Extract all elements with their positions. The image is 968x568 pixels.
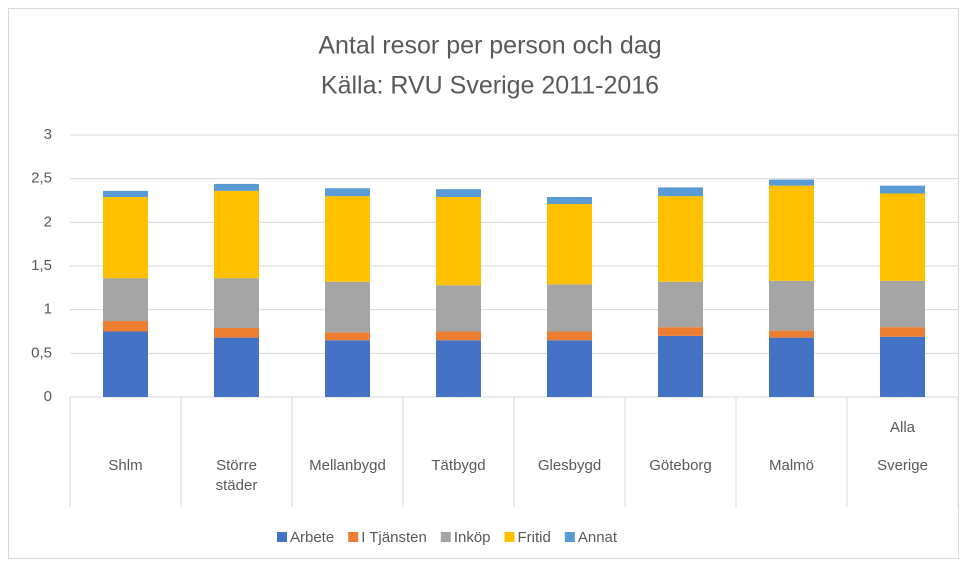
x-tick-label: Alla Sverige	[877, 419, 928, 474]
legend-swatch	[348, 532, 359, 542]
x-tick-label: Shlm	[108, 457, 142, 474]
legend-swatch	[440, 532, 451, 542]
bar-segment	[769, 337, 814, 397]
legend-label: Arbete	[290, 529, 334, 546]
chart-title: Antal resor per person och dag	[318, 32, 661, 60]
bar-segment	[103, 190, 148, 198]
bar-segment	[880, 185, 925, 194]
bar-segment	[103, 321, 148, 332]
x-tick-label: Malmö	[769, 457, 814, 474]
bar-segment	[547, 284, 592, 332]
bar-segment	[658, 187, 703, 197]
bar-segment	[325, 188, 370, 197]
y-tick-label: 2,5	[31, 170, 52, 187]
bar-segment	[214, 278, 259, 329]
bar-segment	[880, 280, 925, 328]
bar-segment	[436, 331, 481, 341]
bar-segment	[214, 328, 259, 338]
bar-segment	[547, 203, 592, 285]
y-tick-label: 0,5	[31, 344, 52, 361]
legend-swatch	[277, 532, 287, 542]
legend-label: Inköp	[454, 529, 491, 546]
bar-segment	[214, 190, 259, 279]
y-tick-label: 1	[44, 301, 52, 318]
legend-label: I Tjänsten	[361, 529, 427, 546]
bar-segment	[103, 197, 148, 279]
y-tick-label: 0	[44, 388, 52, 405]
bar-segment	[880, 336, 925, 397]
legend-swatch	[564, 532, 575, 542]
bar-segment	[547, 197, 592, 204]
x-tick-label: Mellanbygd	[309, 457, 386, 474]
bar-segment	[880, 327, 925, 337]
bar-segment	[325, 332, 370, 341]
bar-segment	[436, 197, 481, 286]
x-tick-label: Tätbygd	[431, 457, 485, 474]
bar-segment	[325, 281, 370, 333]
x-tick-label: Göteborg	[649, 457, 712, 474]
x-tick-label: Större städer	[216, 457, 258, 494]
y-tick-label: 2	[44, 213, 52, 230]
bar-segment	[436, 285, 481, 332]
legend-label: Fritid	[518, 529, 551, 546]
bar-segment	[769, 330, 814, 338]
bar-segment	[103, 331, 148, 397]
y-tick-label: 1,5	[31, 257, 52, 274]
chart-subtitle: Källa: RVU Sverige 2011-2016	[321, 72, 659, 100]
x-tick-label: Glesbygd	[538, 457, 601, 474]
bar-segment	[769, 185, 814, 281]
bar-segment	[103, 278, 148, 322]
bar-segment	[436, 340, 481, 397]
bar-segment	[658, 281, 703, 328]
bar-segment	[658, 335, 703, 397]
bar-segment	[769, 280, 814, 331]
legend-swatch	[504, 532, 515, 542]
bar-segment	[658, 196, 703, 282]
bar-segment	[547, 340, 592, 397]
bar-segment	[547, 331, 592, 341]
bar-segment	[658, 327, 703, 336]
bar-segment	[325, 196, 370, 282]
bar-segment	[880, 193, 925, 281]
bar-segment	[214, 337, 259, 397]
bar-segment	[769, 179, 814, 186]
bar-segment	[436, 189, 481, 198]
y-tick-label: 3	[44, 126, 52, 143]
legend-label: Annat	[578, 529, 618, 546]
bar-segment	[214, 183, 259, 191]
bar-segment	[325, 340, 370, 397]
